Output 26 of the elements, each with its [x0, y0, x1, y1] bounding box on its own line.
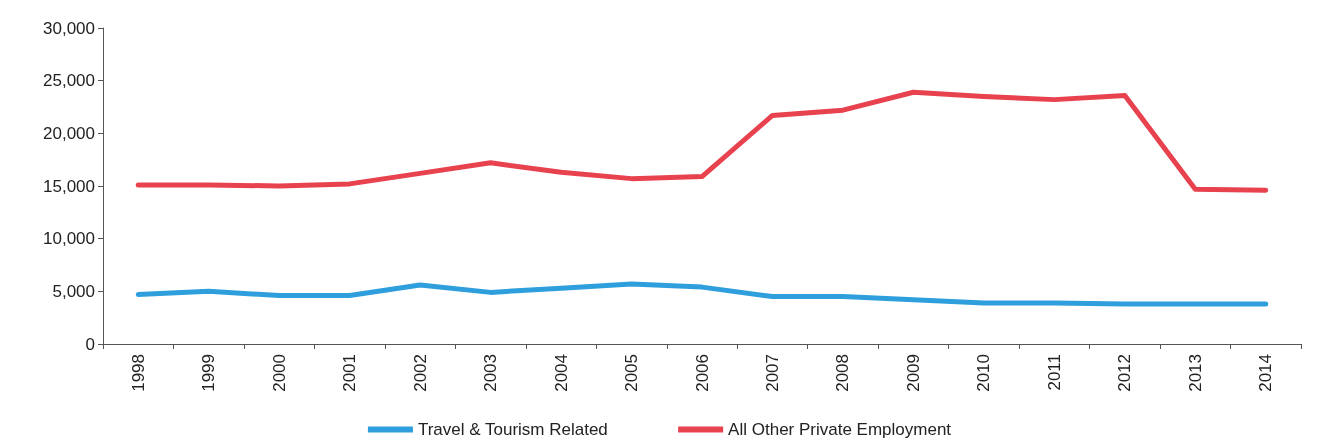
x-tick-label: 2014: [1256, 354, 1276, 392]
x-tick-label: 2005: [622, 354, 642, 392]
y-tick-label: 5,000: [52, 281, 95, 301]
x-tick-label: 2010: [974, 354, 994, 392]
x-tick-label: 2012: [1115, 354, 1135, 392]
x-tick-label: 1999: [199, 354, 219, 392]
x-tick-label: 2013: [1185, 354, 1205, 392]
x-tick-label: 2003: [481, 354, 501, 392]
legend-label: Travel & Tourism Related: [417, 420, 608, 439]
y-tick-label: 25,000: [43, 71, 95, 91]
legend-label: All Other Private Employment: [728, 420, 952, 439]
y-tick-label: 30,000: [43, 18, 95, 38]
y-tick-label: 20,000: [43, 123, 95, 143]
x-tick-label: 2004: [551, 354, 571, 392]
x-tick-label: 2009: [903, 354, 923, 392]
x-tick-label: 2011: [1044, 354, 1064, 391]
x-tick-label: 2001: [340, 354, 360, 392]
y-tick-label: 15,000: [43, 176, 95, 196]
y-tick-label: 0: [85, 334, 95, 354]
x-tick-label: 2000: [269, 354, 289, 392]
x-tick-label: 2008: [833, 354, 853, 392]
x-tick-label: 2006: [692, 354, 712, 392]
x-tick-label: 1998: [128, 354, 148, 392]
y-tick-label: 10,000: [43, 229, 95, 249]
x-tick-label: 2002: [410, 354, 430, 392]
x-tick-label: 2007: [762, 354, 782, 392]
